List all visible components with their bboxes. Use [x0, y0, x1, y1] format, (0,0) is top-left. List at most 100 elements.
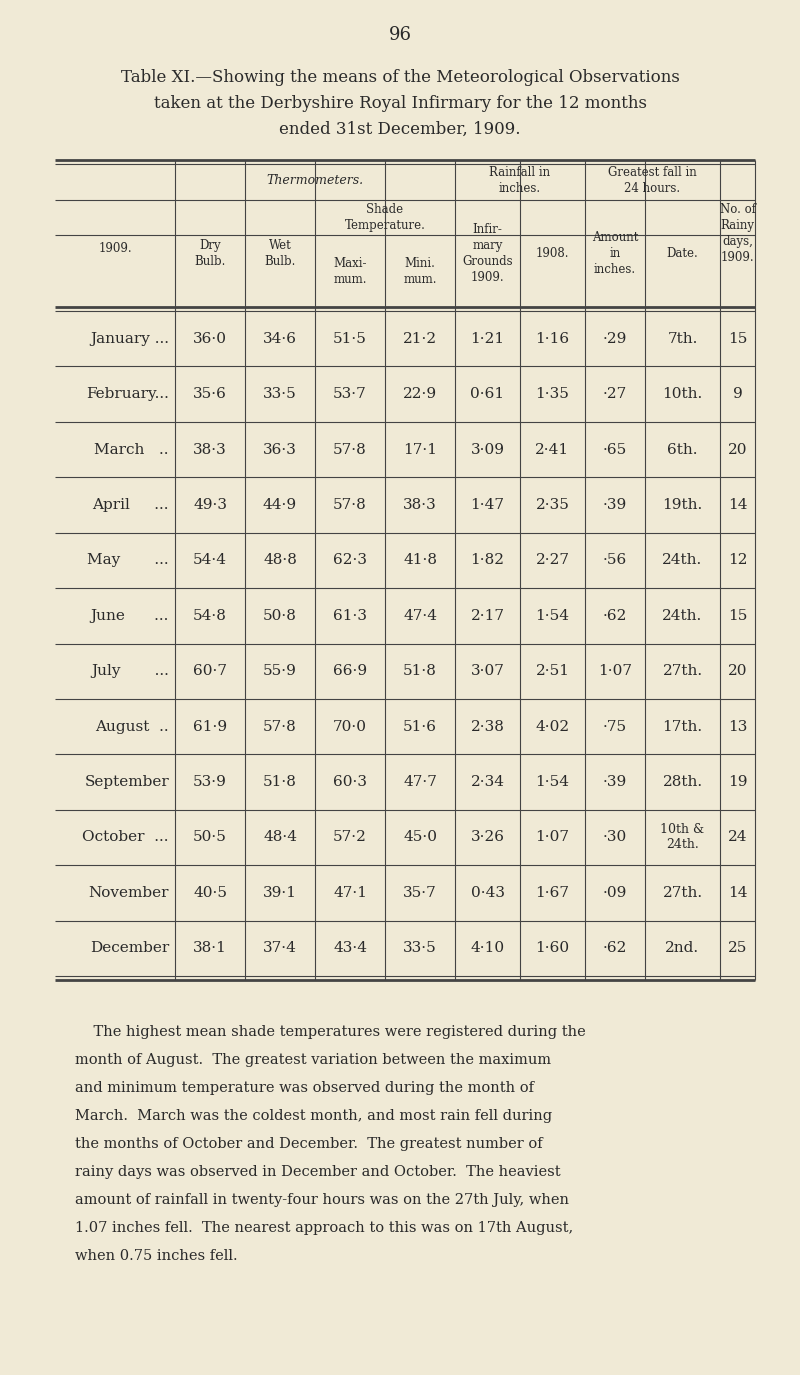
Text: 41·8: 41·8 — [403, 553, 437, 568]
Text: 33·5: 33·5 — [263, 388, 297, 401]
Text: Wet
Bulb.: Wet Bulb. — [264, 239, 296, 268]
Text: 51·5: 51·5 — [333, 331, 367, 345]
Text: Thermometers.: Thermometers. — [266, 173, 363, 187]
Text: 53·9: 53·9 — [193, 775, 227, 789]
Text: ended 31st December, 1909.: ended 31st December, 1909. — [279, 121, 521, 138]
Text: July       ...: July ... — [91, 664, 169, 678]
Text: 22·9: 22·9 — [403, 388, 437, 401]
Text: 1·47: 1·47 — [470, 498, 505, 512]
Text: The highest mean shade temperatures were registered during the: The highest mean shade temperatures were… — [75, 1024, 586, 1040]
Text: 61·3: 61·3 — [333, 609, 367, 623]
Text: 2·51: 2·51 — [535, 664, 570, 678]
Text: ·65: ·65 — [603, 443, 627, 456]
Text: Date.: Date. — [666, 248, 698, 260]
Text: 47·7: 47·7 — [403, 775, 437, 789]
Text: month of August.  The greatest variation between the maximum: month of August. The greatest variation … — [75, 1053, 551, 1067]
Text: 54·4: 54·4 — [193, 553, 227, 568]
Text: 27th.: 27th. — [662, 664, 702, 678]
Text: 9: 9 — [733, 388, 742, 401]
Text: 1.07 inches fell.  The nearest approach to this was on 17th August,: 1.07 inches fell. The nearest approach t… — [75, 1221, 574, 1235]
Text: April     ...: April ... — [93, 498, 169, 512]
Text: 35·7: 35·7 — [403, 886, 437, 899]
Text: 14: 14 — [728, 498, 747, 512]
Text: 24: 24 — [728, 830, 747, 844]
Text: 19th.: 19th. — [662, 498, 702, 512]
Text: 28th.: 28th. — [662, 775, 702, 789]
Text: ·62: ·62 — [603, 942, 627, 956]
Text: December: December — [90, 942, 169, 956]
Text: 48·8: 48·8 — [263, 553, 297, 568]
Text: Rainfall in
inches.: Rainfall in inches. — [490, 165, 550, 194]
Text: 1·07: 1·07 — [598, 664, 632, 678]
Text: 1·82: 1·82 — [470, 553, 505, 568]
Text: Dry
Bulb.: Dry Bulb. — [194, 239, 226, 268]
Text: May       ...: May ... — [87, 553, 169, 568]
Text: 19: 19 — [728, 775, 747, 789]
Text: 47·4: 47·4 — [403, 609, 437, 623]
Text: 1·54: 1·54 — [535, 609, 570, 623]
Text: 44·9: 44·9 — [263, 498, 297, 512]
Text: 43·4: 43·4 — [333, 942, 367, 956]
Text: 37·4: 37·4 — [263, 942, 297, 956]
Text: 39·1: 39·1 — [263, 886, 297, 899]
Text: Infir-
mary
Grounds
1909.: Infir- mary Grounds 1909. — [462, 223, 513, 285]
Text: ·39: ·39 — [603, 498, 627, 512]
Text: June      ...: June ... — [90, 609, 169, 623]
Text: Greatest fall in
24 hours.: Greatest fall in 24 hours. — [608, 165, 697, 194]
Text: 57·8: 57·8 — [333, 498, 367, 512]
Text: ·75: ·75 — [603, 719, 627, 734]
Text: ·09: ·09 — [603, 886, 627, 899]
Text: 3·07: 3·07 — [470, 664, 505, 678]
Text: 1908.: 1908. — [536, 248, 570, 260]
Text: 49·3: 49·3 — [193, 498, 227, 512]
Text: 3·26: 3·26 — [470, 830, 505, 844]
Text: 50·5: 50·5 — [193, 830, 227, 844]
Text: 1·21: 1·21 — [470, 331, 505, 345]
Text: rainy days was observed in December and October.  The heaviest: rainy days was observed in December and … — [75, 1165, 561, 1178]
Text: when 0.75 inches fell.: when 0.75 inches fell. — [75, 1248, 238, 1264]
Text: 0·61: 0·61 — [470, 388, 505, 401]
Text: ·56: ·56 — [603, 553, 627, 568]
Text: 35·6: 35·6 — [193, 388, 227, 401]
Text: 57·8: 57·8 — [263, 719, 297, 734]
Text: 15: 15 — [728, 609, 747, 623]
Text: 38·1: 38·1 — [193, 942, 227, 956]
Text: 13: 13 — [728, 719, 747, 734]
Text: Shade
Temperature.: Shade Temperature. — [345, 204, 426, 232]
Text: 2·17: 2·17 — [470, 609, 505, 623]
Text: 51·6: 51·6 — [403, 719, 437, 734]
Text: October  ...: October ... — [82, 830, 169, 844]
Text: August  ..: August .. — [95, 719, 169, 734]
Text: 4·02: 4·02 — [535, 719, 570, 734]
Text: 40·5: 40·5 — [193, 886, 227, 899]
Text: 7th.: 7th. — [667, 331, 698, 345]
Text: 45·0: 45·0 — [403, 830, 437, 844]
Text: 1·67: 1·67 — [535, 886, 570, 899]
Text: 2·27: 2·27 — [535, 553, 570, 568]
Text: Mini.
mum.: Mini. mum. — [403, 257, 437, 286]
Text: ·62: ·62 — [603, 609, 627, 623]
Text: Maxi-
mum.: Maxi- mum. — [334, 257, 366, 286]
Text: 2·38: 2·38 — [470, 719, 505, 734]
Text: 96: 96 — [389, 26, 411, 44]
Text: 2·34: 2·34 — [470, 775, 505, 789]
Text: 3·09: 3·09 — [470, 443, 505, 456]
Text: 20: 20 — [728, 443, 747, 456]
Text: 25: 25 — [728, 942, 747, 956]
Text: 38·3: 38·3 — [193, 443, 227, 456]
Text: ·29: ·29 — [603, 331, 627, 345]
Text: 57·2: 57·2 — [333, 830, 367, 844]
Text: March.  March was the coldest month, and most rain fell during: March. March was the coldest month, and … — [75, 1110, 552, 1123]
Text: 0·43: 0·43 — [470, 886, 505, 899]
Text: and minimum temperature was observed during the month of: and minimum temperature was observed dur… — [75, 1081, 534, 1094]
Text: 66·9: 66·9 — [333, 664, 367, 678]
Text: 1·16: 1·16 — [535, 331, 570, 345]
Text: Table XI.—Showing the means of the Meteorological Observations: Table XI.—Showing the means of the Meteo… — [121, 69, 679, 85]
Text: 70·0: 70·0 — [333, 719, 367, 734]
Text: 33·5: 33·5 — [403, 942, 437, 956]
Text: 1·60: 1·60 — [535, 942, 570, 956]
Text: 51·8: 51·8 — [403, 664, 437, 678]
Text: 15: 15 — [728, 331, 747, 345]
Text: 1909.: 1909. — [98, 242, 132, 254]
Text: 2·35: 2·35 — [535, 498, 570, 512]
